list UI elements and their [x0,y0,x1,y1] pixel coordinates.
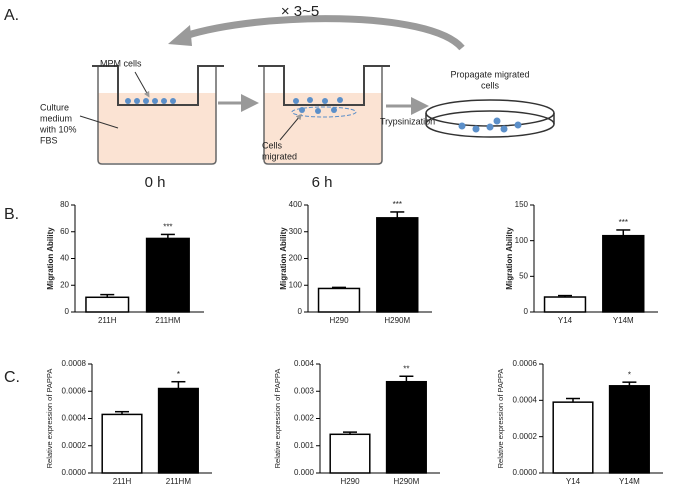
well [97,66,217,165]
repeat-arrowhead [168,25,192,46]
y-tick-label: 100 [289,280,303,289]
y-tick-label: 0.0006 [513,359,538,368]
significance: * [177,370,180,379]
panel-label: A. [4,7,19,24]
y-tick-label: 300 [289,227,303,236]
x-tick-label: H290 [329,316,349,325]
insert [92,65,224,106]
y-tick-label: 400 [289,200,303,209]
insert [258,65,390,106]
y-tick-label: 0.0000 [62,468,87,477]
cells [293,97,343,114]
x-tick-label: 211HM [155,316,181,325]
bar [145,237,190,313]
y-tick-label: 0.0002 [62,441,87,450]
significance: *** [393,200,402,209]
bar [376,217,419,313]
y-tick-label: 0.0000 [513,468,538,477]
y-tick-label: 50 [519,271,528,280]
y-axis-label: Relative expression of PAPPA [45,369,54,469]
significance: ** [403,364,409,373]
y-tick-label: 0.002 [294,414,315,423]
x-tick-label: H290M [384,316,410,325]
x-tick-label: Y14 [558,316,573,325]
y-axis-label: Relative expression of PAPPA [496,369,505,469]
y-axis-label: Relative expression of PAPPA [273,369,282,469]
bar [543,296,587,313]
bar [85,296,130,313]
y-tick-label: 0.004 [294,359,315,368]
bar [157,387,199,474]
significance: * [628,370,631,379]
y-tick-label: 0.003 [294,386,315,395]
x-tick-label: Y14M [613,316,634,325]
label: Trypsinization [380,116,435,126]
dish [425,99,555,127]
pointer [134,71,150,98]
repeat-text: × 3~5 [281,3,319,20]
x-tick-label: 211H [113,477,132,485]
panel-label: B. [4,206,19,223]
significance: *** [619,218,628,227]
y-tick-label: 0.0004 [62,414,87,423]
label: migrated [262,151,297,161]
label: FBS [40,135,58,145]
panel-label: C. [4,369,20,386]
y-tick-label: 150 [515,200,529,209]
x-tick-label: 211HM [166,477,192,485]
bar [552,401,594,474]
label: Culture [40,102,69,112]
bar [317,287,361,313]
migrated-zone [291,106,357,118]
y-axis-label: Migration Ability [279,227,288,290]
y-tick-label: 0.0006 [62,386,87,395]
y-tick-label: 40 [60,254,69,263]
cells [458,117,522,133]
x-tick-label: H290M [394,477,420,485]
x-tick-label: 211H [98,316,117,325]
y-axis-label: Migration Ability [505,227,514,290]
y-tick-label: 0 [298,307,303,316]
label: Culture medium with 10% FBS [39,102,77,145]
label: with 10% [39,124,77,134]
y-axis-label: Migration Ability [46,227,55,290]
x-tick-label: Y14 [566,477,581,485]
y-tick-label: 0 [524,307,529,316]
label: MPM cells [100,58,142,68]
x-tick-label: Y14M [619,477,640,485]
y-tick-label: 0.0004 [513,395,538,404]
y-tick-label: 60 [60,227,69,236]
bar [101,413,143,474]
bar [608,385,650,474]
label: cells [481,80,500,90]
well [263,66,383,165]
bar [385,380,427,474]
y-tick-label: 0.000 [294,468,315,477]
y-tick-label: 0.001 [294,441,315,450]
pointer [79,115,119,129]
time-label: 0 h [145,174,166,191]
label: Cells [262,140,283,150]
label: Propagate migrated [450,69,529,79]
bar [329,433,371,474]
label: medium [40,113,72,123]
x-tick-label: H290 [340,477,360,485]
y-tick-label: 0.0008 [62,359,87,368]
pointer [279,113,302,141]
y-tick-label: 20 [60,280,69,289]
y-tick-label: 80 [60,200,69,209]
repeat-arrow [183,15,465,51]
y-tick-label: 200 [289,254,303,263]
y-tick-label: 0.0002 [513,432,538,441]
y-tick-label: 0 [65,307,70,316]
significance: *** [163,223,172,232]
bar [602,234,645,313]
time-label: 6 h [312,174,333,191]
cells [125,98,176,104]
y-tick-label: 100 [515,236,529,245]
